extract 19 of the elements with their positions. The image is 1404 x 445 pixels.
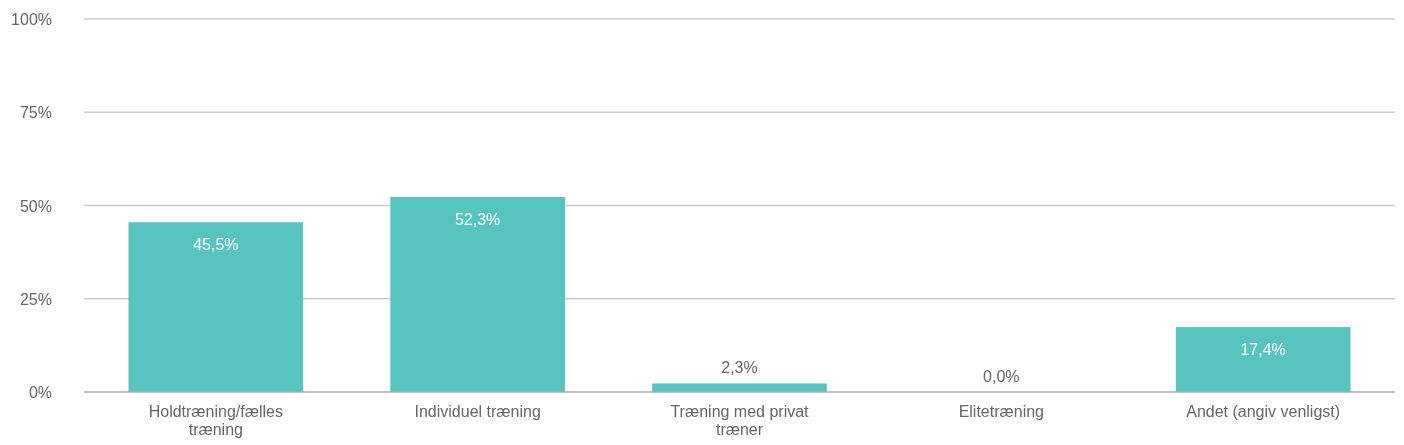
y-tick-label: 25% [19, 290, 52, 308]
x-tick-label: Andet (angiv venligst) [1186, 403, 1341, 420]
x-tick-label: Holdtræning/fælles træning [148, 403, 283, 438]
x-tick-label: Elitetræning [958, 403, 1045, 420]
bar [652, 383, 827, 392]
y-tick-label: 75% [19, 104, 52, 122]
y-tick-label: 0% [28, 384, 52, 401]
data-label: 45,5% [193, 236, 239, 254]
bar [390, 196, 565, 392]
x-tick-label: Individuel træning [414, 403, 541, 420]
bar [128, 222, 304, 392]
data-label: 0,0% [983, 368, 1020, 385]
x-tick-label: Træning med privat træner [670, 403, 810, 438]
y-tick-label: 50% [19, 197, 52, 215]
data-label: 17,4% [1240, 341, 1286, 359]
data-label: 2,3% [721, 359, 758, 377]
bar [1175, 327, 1351, 392]
y-tick-label: 100% [11, 11, 52, 28]
data-label: 52,3% [454, 210, 501, 228]
